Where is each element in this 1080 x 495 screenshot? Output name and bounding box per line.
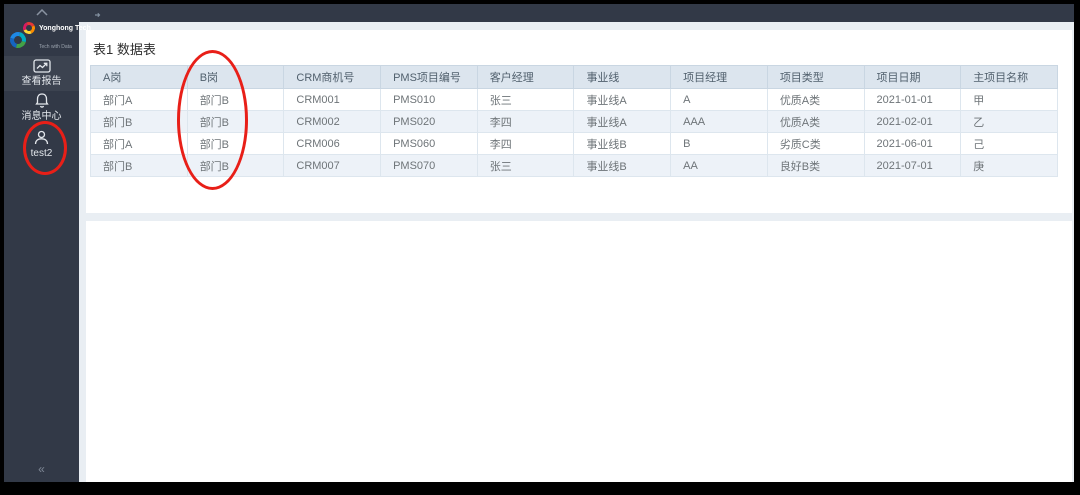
table-cell: 己 [960,132,1058,155]
empty-panel [86,221,1072,482]
column-header: 主项目名称 [960,65,1058,89]
table-row: 部门B 部门B CRM002 PMS020 李四 事业线A AAA 优质A类 2… [90,110,1058,133]
logo-title: Yonghong Tech [39,25,91,33]
table-cell: PMS060 [380,132,478,155]
table-cell: 劣质C类 [766,132,865,155]
column-header: 事业线 [573,65,672,89]
export-icon[interactable] [88,7,101,20]
table-cell: A [670,88,768,111]
table-cell: PMS010 [380,88,478,111]
sidebar-chevron-up-icon[interactable] [4,6,79,18]
column-header: 项目日期 [863,65,962,89]
table-cell: 部门A [90,88,188,111]
table-cell: 张三 [476,154,575,177]
sidebar-item-label: test2 [30,148,53,159]
table-cell: 部门B [186,110,285,133]
table-cell: 部门B [186,88,285,111]
table-cell: B [670,132,768,155]
column-header: 客户经理 [476,65,575,89]
table-cell: AAA [670,110,768,133]
table-cell: AA [670,154,768,177]
topbar [79,4,1074,22]
app-logo: Yonghong Tech Tech with Data [7,20,91,51]
sidebar-item-label: 查看报告 [21,76,62,87]
table-cell: 张三 [476,88,575,111]
table-cell: CRM002 [283,110,382,133]
table-cell: 事业线B [573,154,672,177]
table-cell: 优质A类 [766,110,865,133]
data-table: A岗 B岗 CRM商机号 PMS项目编号 客户经理 事业线 项目经理 项目类型 … [90,65,1058,177]
table-cell: 庚 [960,154,1058,177]
sidebar-item-view-report[interactable]: 查看报告 [4,56,79,91]
table-cell: 优质A类 [766,88,865,111]
app-window: Yonghong Tech Tech with Data 查看报告 消息中心 [4,4,1074,482]
table-cell: 部门A [90,132,188,155]
table-cell: 事业线A [573,88,672,111]
logo-tagline: Tech with Data [39,44,72,50]
table-cell: 2021-02-01 [863,110,962,133]
table-header-row: A岗 B岗 CRM商机号 PMS项目编号 客户经理 事业线 项目经理 项目类型 … [90,65,1058,89]
bell-icon [34,93,49,108]
table-cell: 甲 [960,88,1058,111]
table-cell: 乙 [960,110,1058,133]
table-cell: 部门B [186,154,285,177]
column-header: B岗 [186,65,285,89]
table-cell: 良好B类 [766,154,865,177]
table-cell: CRM007 [283,154,382,177]
logo-rings-icon [7,20,37,51]
table-title: 表1 数据表 [93,42,156,57]
report-panel: 表1 数据表 A岗 B岗 CRM商机号 PMS项目编号 客户经理 事业线 项目经… [86,30,1072,213]
sidebar-item-label: 消息中心 [21,111,62,122]
table-cell: PMS020 [380,110,478,133]
sidebar: Yonghong Tech Tech with Data 查看报告 消息中心 [4,4,91,482]
column-header: CRM商机号 [283,65,382,89]
table-row: 部门A 部门B CRM001 PMS010 张三 事业线A A 优质A类 202… [90,88,1058,111]
table-cell: 2021-07-01 [863,154,962,177]
table-cell: CRM006 [283,132,382,155]
column-header: A岗 [90,65,188,89]
table-cell: 部门B [186,132,285,155]
table-cell: CRM001 [283,88,382,111]
table-cell: PMS070 [380,154,478,177]
column-header: PMS项目编号 [380,65,478,89]
table-cell: 事业线B [573,132,672,155]
sidebar-collapse-icon[interactable]: « [38,462,45,476]
sidebar-item-user-test2[interactable]: test2 [4,129,79,160]
table-row: 部门B 部门B CRM007 PMS070 张三 事业线B AA 良好B类 20… [90,154,1058,177]
table-cell: 2021-01-01 [863,88,962,111]
user-icon [34,130,49,145]
table-cell: 事业线A [573,110,672,133]
table-cell: 部门B [90,110,188,133]
column-header: 项目经理 [670,65,768,89]
table-cell: 李四 [476,132,575,155]
sidebar-item-message-center[interactable]: 消息中心 [4,92,79,123]
table-cell: 部门B [90,154,188,177]
report-chart-icon [32,59,51,73]
table-cell: 2021-06-01 [863,132,962,155]
column-header: 项目类型 [766,65,865,89]
table-cell: 李四 [476,110,575,133]
table-row: 部门A 部门B CRM006 PMS060 李四 事业线B B 劣质C类 202… [90,132,1058,155]
